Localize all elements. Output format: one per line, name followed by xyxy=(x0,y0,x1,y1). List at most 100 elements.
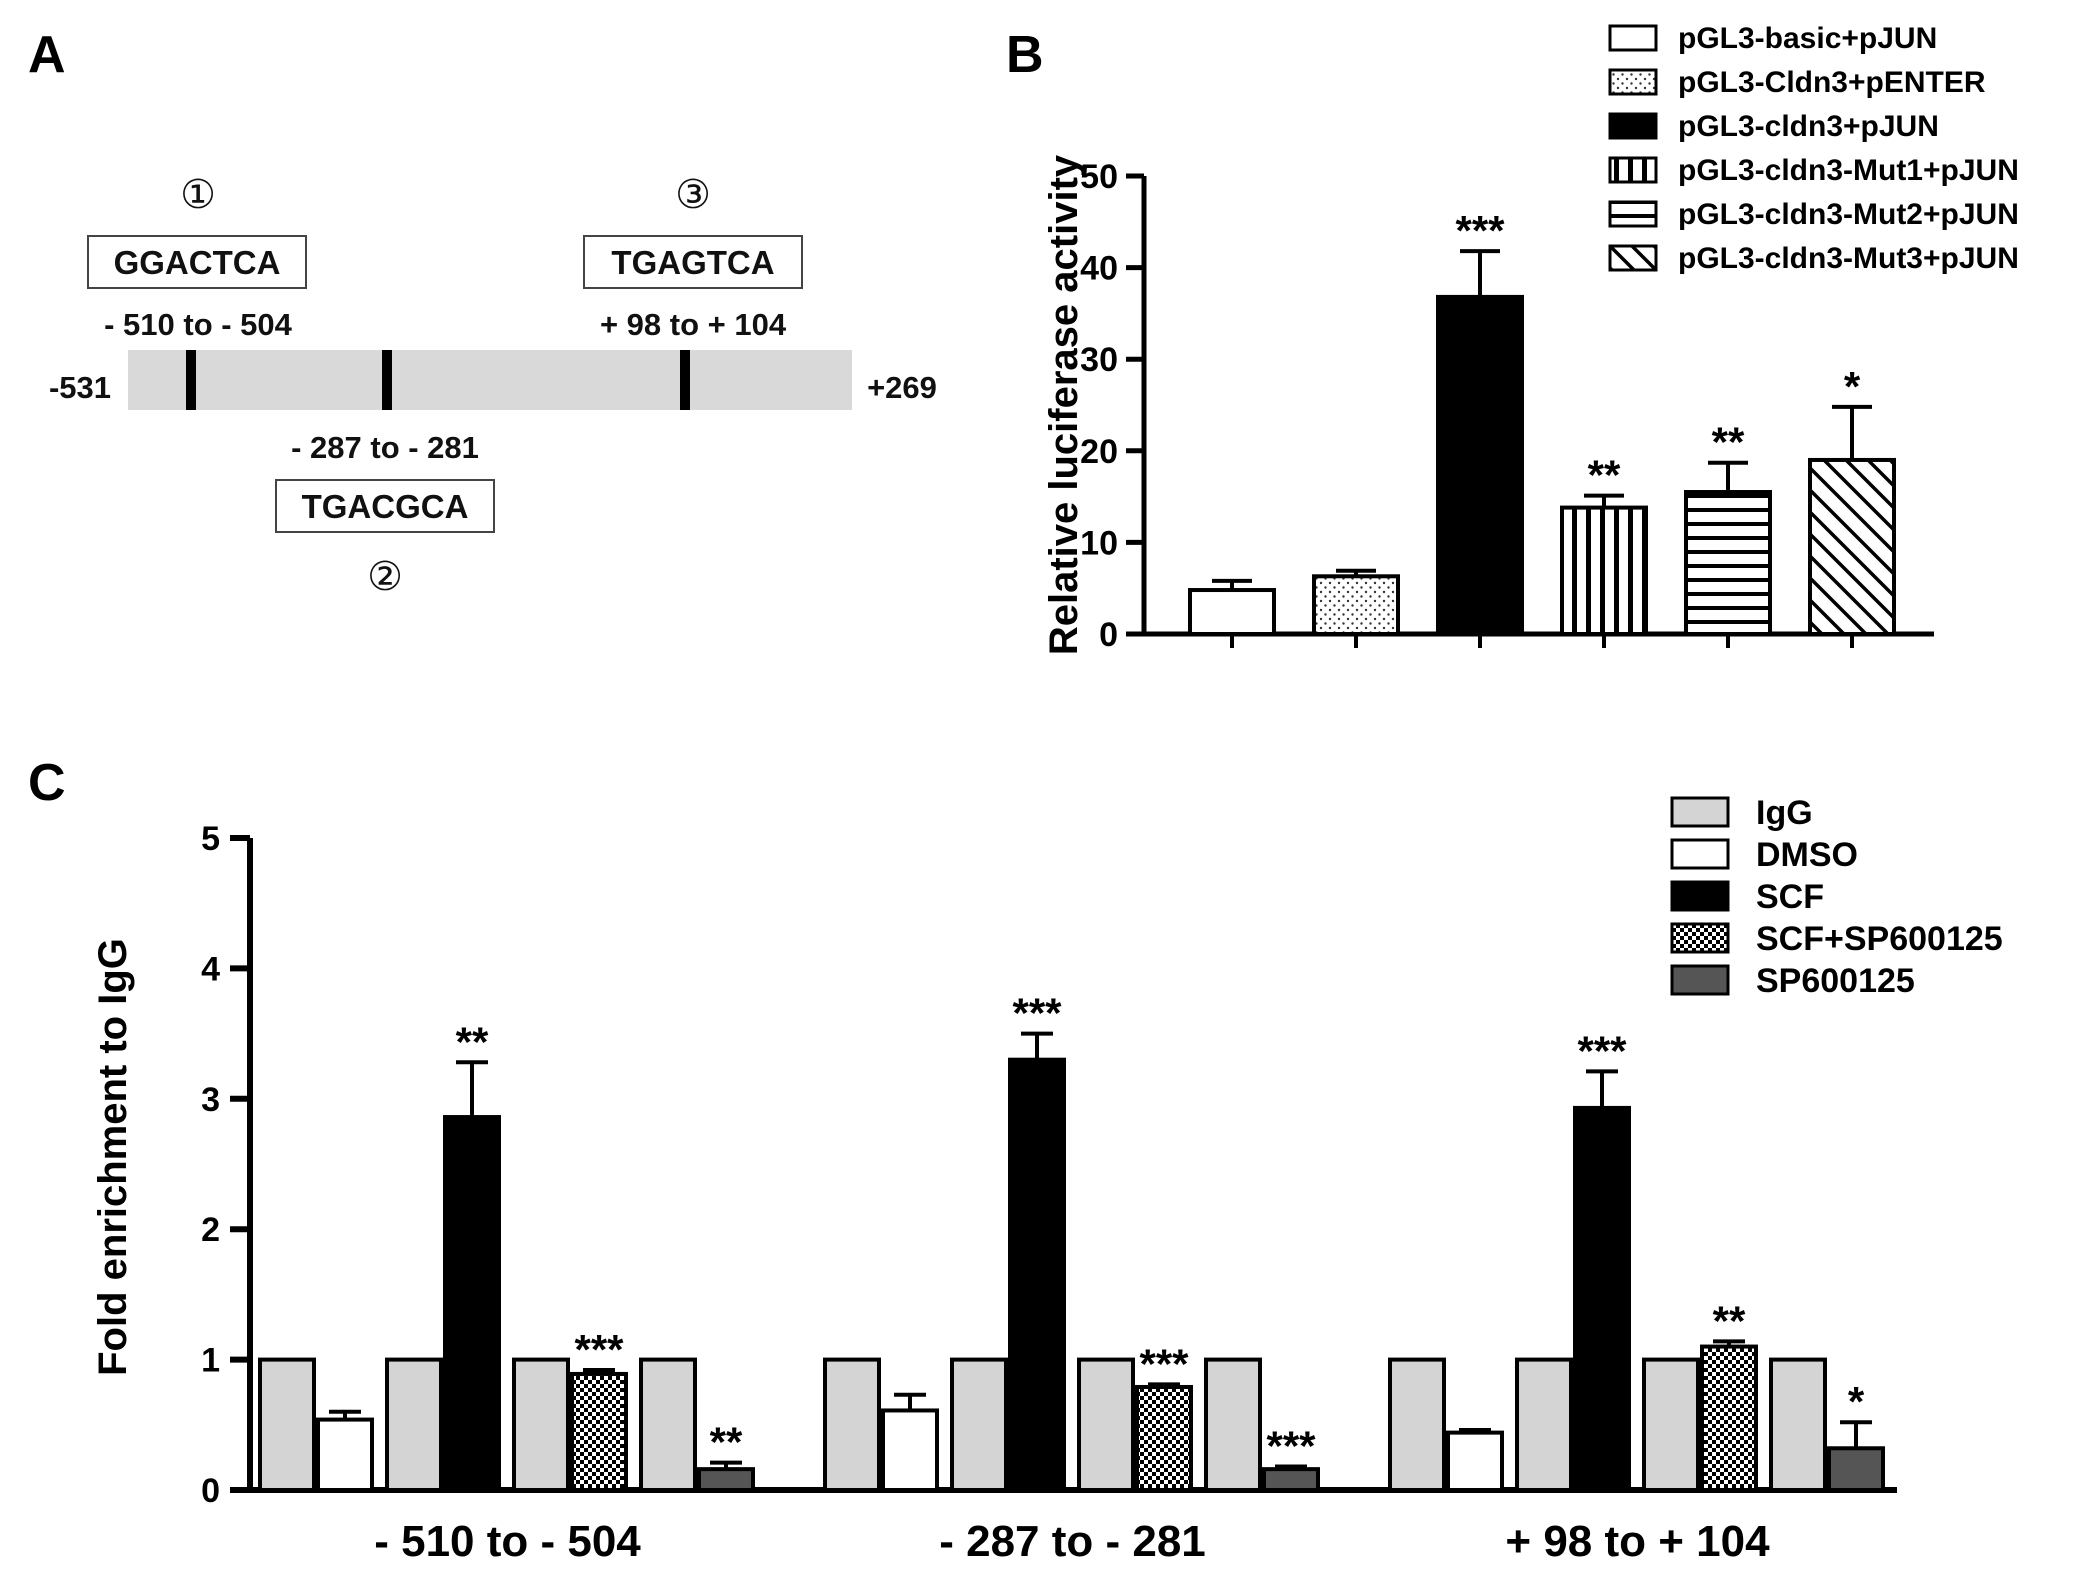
chart-c-significance: *** xyxy=(1266,1423,1316,1470)
site-1-range: - 510 to - 504 xyxy=(104,307,293,342)
site-2-sequence: TGACGCA xyxy=(302,488,469,525)
chart-b-legend-swatch xyxy=(1608,24,1658,52)
site-3-sequence-box xyxy=(583,235,803,289)
chart-b-bar-2 xyxy=(1312,574,1400,636)
chart-c-igg-bar xyxy=(639,1357,697,1492)
site-2-mark xyxy=(382,350,392,410)
chart-c-y-tick-label: 5 xyxy=(201,820,220,858)
chart-c-legend-label: SP600125 xyxy=(1756,962,1915,1000)
chart-c-igg-bar xyxy=(512,1357,570,1492)
chart-c-significance: ** xyxy=(456,1018,489,1065)
chart-b-bar-6 xyxy=(1808,457,1896,636)
chart-c-igg-bar xyxy=(1388,1357,1446,1492)
chart-c-igg-bar xyxy=(1769,1357,1827,1492)
panel-a: A -531 +269 ① GGACTCA - 510 to - 504 - 2… xyxy=(28,26,937,600)
chart-c-legend-swatch xyxy=(1670,880,1730,912)
chart-c-y-tick-label: 1 xyxy=(201,1342,220,1380)
chart-c-significance: *** xyxy=(1012,990,1062,1037)
chart-c-significance: * xyxy=(1848,1378,1865,1425)
chart-b-bar-4 xyxy=(1560,505,1648,637)
chart-b-legend-label: pGL3-cldn3-Mut1+pJUN xyxy=(1678,154,2019,187)
chart-c-y-tick-label: 3 xyxy=(201,1081,220,1119)
chart-c-significance: ** xyxy=(710,1419,743,1466)
chart-c-category-label: + 98 to + 104 xyxy=(1505,1517,1770,1566)
chart-c-igg-bar xyxy=(385,1357,443,1492)
chart-b-legend-label: pGL3-cldn3-Mut3+pJUN xyxy=(1678,242,2019,275)
chart-b-legend-label: pGL3-basic+pJUN xyxy=(1678,22,1937,55)
site-3: ③ TGAGTCA + 98 to + 104 xyxy=(583,172,803,410)
chart-c-y-tick-label: 4 xyxy=(201,950,220,988)
chart-b-y-tick-label: 30 xyxy=(1080,341,1118,379)
chart-b-legend-label: pGL3-cldn3-Mut2+pJUN xyxy=(1678,198,2019,231)
chart-b-y-tick-label: 40 xyxy=(1080,250,1118,288)
site-1-mark xyxy=(186,350,196,410)
chart-c-legend-swatch xyxy=(1670,922,1730,954)
chart-c-legend-swatch xyxy=(1670,964,1730,996)
chart-c-legend-label: IgG xyxy=(1756,794,1813,832)
chart-c-bar-3-1 xyxy=(1446,1430,1504,1493)
chart-b-significance-4: ** xyxy=(1588,452,1621,499)
chart-c-igg-bar xyxy=(1515,1357,1573,1492)
chart-c-bar-1-4 xyxy=(697,1467,755,1492)
site-3-marker: ③ xyxy=(675,172,711,218)
chart-c-legend-swatch xyxy=(1670,796,1730,828)
chart-c-bar-1-3 xyxy=(570,1371,628,1492)
chart-b-legend-label: pGL3-Cldn3+pENTER xyxy=(1678,66,1986,99)
chart-c-significance: *** xyxy=(574,1326,624,1373)
panel-c: C Fold enrichment to IgG 012345*******- … xyxy=(28,754,2003,1566)
chart-c-igg-bar xyxy=(950,1357,1008,1492)
chart-b-legend: pGL3-basic+pJUN pGL3-Cldn3+pENTER pGL3-cld… xyxy=(1608,22,2019,275)
site-3-range: + 98 to + 104 xyxy=(600,307,787,342)
chart-c-bar-1-2 xyxy=(443,1115,501,1493)
chart-c-category-label: - 287 to - 281 xyxy=(939,1517,1206,1566)
chart-c-legend-swatch xyxy=(1670,838,1730,870)
chart-c-igg-bar xyxy=(1204,1357,1262,1492)
chart-c-igg-bar xyxy=(1077,1357,1135,1492)
chart-b-bar-1 xyxy=(1188,588,1276,636)
chart-c-y-tick-label: 0 xyxy=(201,1472,220,1510)
chart-b-y-tick-label: 0 xyxy=(1099,616,1118,654)
chart-b-y-tick-label: 50 xyxy=(1080,158,1118,196)
promoter-end-label: +269 xyxy=(867,370,937,405)
site-2-range: - 287 to - 281 xyxy=(291,430,479,465)
chart-b-bar-5 xyxy=(1684,490,1772,636)
chart-b-legend-label: pGL3-cldn3+pJUN xyxy=(1678,110,1939,143)
chart-c-bar-1-1 xyxy=(316,1417,374,1492)
site-3-mark xyxy=(680,350,690,410)
chart-b-significance-3: *** xyxy=(1455,207,1505,254)
chart-b-legend-swatch xyxy=(1608,112,1658,140)
chart-c-legend: IgG DMSO SCF SCF+SP600125 SP600125 xyxy=(1670,794,2003,1000)
chart-c-significance: *** xyxy=(1139,1340,1189,1387)
chart-c-legend-label: SCF xyxy=(1756,878,1824,916)
promoter-start-label: -531 xyxy=(49,370,111,405)
site-3-sequence: TGAGTCA xyxy=(611,244,774,281)
chart-c-bar-2-3 xyxy=(1135,1384,1193,1493)
panel-b-letter: B xyxy=(1006,26,1044,84)
chart-b-legend-swatch xyxy=(1608,244,1658,272)
chart-b-y-tick-label: 20 xyxy=(1080,433,1118,471)
chart-c-bar-3-4 xyxy=(1827,1446,1885,1492)
panel-c-letter: C xyxy=(28,754,66,812)
chart-b-bar-3 xyxy=(1436,294,1524,636)
chart-c-igg-bar xyxy=(1642,1357,1700,1492)
site-2-sequence-box xyxy=(275,479,495,533)
chart-b-significance-6: * xyxy=(1844,363,1861,410)
chart-c-legend-label: SCF+SP600125 xyxy=(1756,920,2003,958)
chart-b-legend-swatch xyxy=(1608,68,1658,96)
site-1-sequence: GGACTCA xyxy=(114,244,281,281)
site-2: - 287 to - 281 TGACGCA ② xyxy=(275,350,495,600)
chart-c-significance: ** xyxy=(1713,1297,1746,1344)
chart-c-bar-2-1 xyxy=(881,1408,939,1493)
chart-c-bar-2-2 xyxy=(1008,1057,1066,1493)
chart-c-bar-3-3 xyxy=(1700,1344,1758,1493)
chart-b-y-axis-title: Relative luciferase activity xyxy=(1042,154,1086,655)
chart-b-legend-swatch xyxy=(1608,156,1658,184)
chart-c-igg-bar xyxy=(258,1357,316,1492)
panel-b: B Relative luciferase activity 0 10 20 30 40… xyxy=(1006,22,2019,655)
chart-b-legend-swatch xyxy=(1608,200,1658,228)
chart-c-bar-3-2 xyxy=(1573,1105,1631,1492)
chart-c-igg-bar xyxy=(823,1357,881,1492)
